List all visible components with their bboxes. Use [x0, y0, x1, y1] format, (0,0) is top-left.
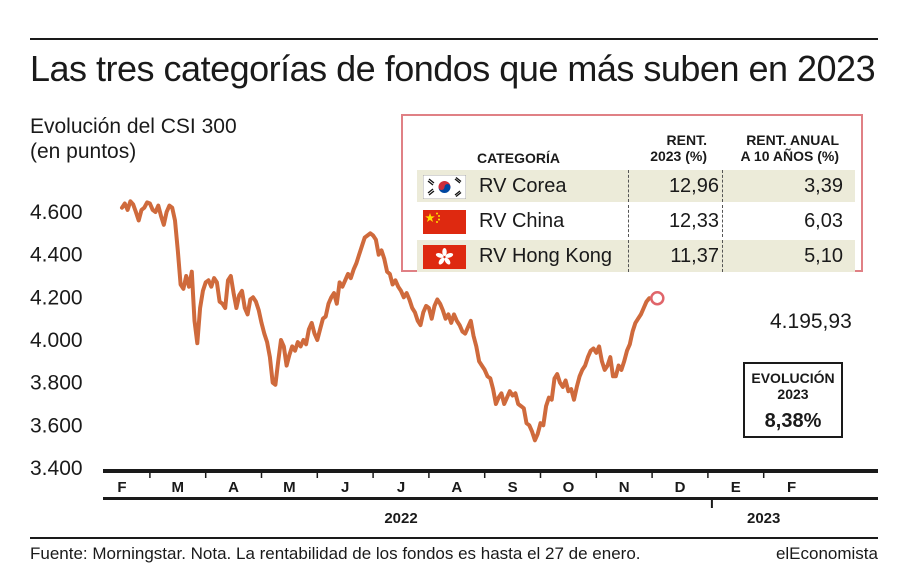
legend-separator: [628, 205, 629, 237]
x-tick-label: M: [172, 479, 185, 496]
legend-separator: [628, 170, 629, 202]
y-tick-label: 4.400: [30, 244, 83, 267]
subtitle-line-1: Evolución del CSI 300: [30, 115, 237, 138]
fund-legend-table: CATEGORÍA RENT. 2023 (%) RENT. ANUAL A 1…: [401, 114, 863, 272]
x-tick-label: F: [787, 479, 796, 496]
legend-rent-10y: 3,39: [804, 175, 843, 197]
y-tick-label: 3.800: [30, 372, 83, 395]
legend-row-china: RV China 12,33 6,03: [417, 205, 855, 237]
x-tick-label: D: [675, 479, 686, 496]
legend-name: RV Corea: [479, 175, 567, 197]
south-korea-flag-icon: [423, 175, 466, 199]
top-rule: [30, 38, 878, 40]
legend-header-annual-line-1: RENT. ANUAL: [746, 132, 839, 148]
y-tick-label: 3.600: [30, 414, 83, 437]
legend-rent-10y: 6,03: [804, 210, 843, 232]
evolution-value: 8,38%: [764, 410, 822, 432]
x-tick-label: E: [731, 479, 741, 496]
legend-name: RV China: [479, 210, 565, 232]
chart-title: Las tres categorías de fondos que más su…: [30, 48, 876, 89]
legend-header-rent-10y: RENT. ANUAL A 10 AÑOS (%): [740, 132, 839, 164]
y-tick-label: 3.400: [30, 457, 83, 480]
legend-header-rent-line-2: 2023 (%): [650, 148, 707, 164]
x-axis-month-rule: [103, 497, 878, 500]
chart-subtitle: Evolución del CSI 300 (en puntos): [30, 114, 237, 164]
bottom-rule: [30, 537, 878, 539]
legend-separator: [722, 240, 723, 272]
evolution-label-line-1: EVOLUCIÓN: [751, 370, 835, 386]
hong-kong-flag-icon: [423, 245, 466, 269]
evolution-label-line-2: 2023: [777, 386, 809, 402]
y-tick-label: 4.000: [30, 329, 83, 352]
x-tick-label: A: [451, 479, 462, 496]
evolution-2023-box: EVOLUCIÓN 2023 8,38%: [743, 362, 843, 438]
legend-separator: [722, 205, 723, 237]
legend-header-annual-line-2: A 10 AÑOS (%): [740, 148, 839, 164]
x-tick-label: M: [283, 479, 296, 496]
legend-header-category: CATEGORÍA: [477, 150, 560, 166]
legend-rent-2023: 11,37: [670, 245, 719, 267]
brand-logo-text: elEconomista: [775, 544, 878, 563]
y-tick-label: 4.600: [30, 201, 83, 224]
legend-rent-10y: 5,10: [804, 245, 843, 267]
legend-rent-2023: 12,33: [668, 210, 719, 232]
x-tick-label: J: [341, 479, 349, 496]
x-tick-label: N: [619, 479, 630, 496]
legend-separator: [628, 240, 629, 272]
x-tick-label: J: [397, 479, 405, 496]
legend-rent-2023: 12,96: [668, 175, 719, 197]
x-tick-label: O: [563, 479, 575, 496]
legend-separator: [722, 170, 723, 202]
legend-header-rent-2023: RENT. 2023 (%): [650, 132, 707, 164]
csi300-series-line: [120, 199, 652, 443]
china-flag-icon: [423, 210, 466, 234]
legend-name: RV Hong Kong: [479, 245, 613, 267]
x-tick-label: A: [228, 479, 239, 496]
evolution-label: EVOLUCIÓN 2023: [745, 370, 841, 402]
last-value-label: 4.195,93: [770, 310, 852, 333]
source-note: Fuente: Morningstar. Nota. La rentabilid…: [30, 544, 641, 563]
x-year-label: 2022: [384, 510, 417, 527]
x-tick-label: S: [508, 479, 518, 496]
x-tick-label: F: [117, 479, 126, 496]
y-tick-label: 4.200: [30, 286, 83, 309]
legend-row-korea: RV Corea 12,96 3,39: [417, 170, 855, 202]
x-axis-line: [103, 469, 878, 473]
subtitle-line-2: (en puntos): [30, 140, 137, 163]
x-year-label: 2023: [747, 510, 780, 527]
legend-row-hong-kong: RV Hong Kong 11,37 5,10: [417, 240, 855, 272]
legend-header-rent-line-1: RENT.: [666, 132, 707, 148]
last-value-marker: [650, 290, 665, 306]
